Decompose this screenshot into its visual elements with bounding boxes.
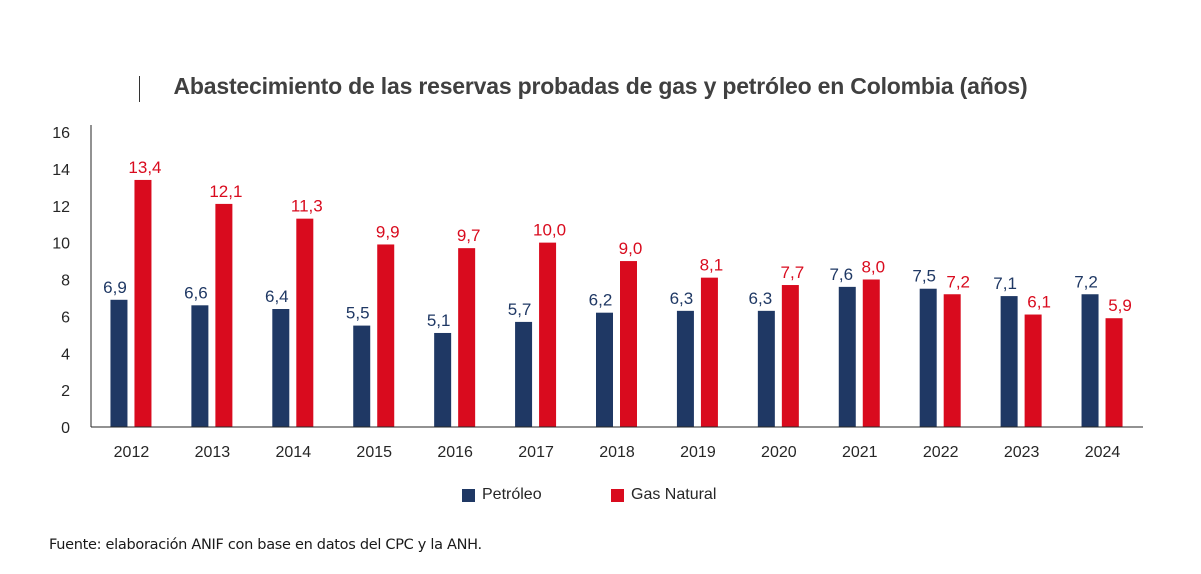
data-label-gas-natural-2012: 13,4 xyxy=(128,158,161,177)
x-tick-label: 2015 xyxy=(356,444,392,461)
y-tick-label: 12 xyxy=(52,199,70,216)
data-label-petroleo-2012: 6,9 xyxy=(103,278,127,297)
legend: Petróleo Gas Natural xyxy=(0,486,1201,508)
data-label-gas-natural-2018: 9,0 xyxy=(619,239,643,258)
bar-petroleo-2023 xyxy=(1000,296,1018,427)
y-tick-label: 10 xyxy=(52,236,70,253)
data-label-gas-natural-2017: 10,0 xyxy=(533,221,566,240)
bar-gas-natural-2012 xyxy=(134,179,152,427)
x-axis-ticks: 2012 2013 2014 2015 2016 2017 2018 2019 2020 2021… xyxy=(114,444,1121,461)
data-label-gas-natural-2024: 5,9 xyxy=(1108,296,1132,315)
chart-title: Abastecimiento de las reservas probadas … xyxy=(173,73,1028,99)
x-tick-label: 2019 xyxy=(680,444,716,461)
bar-gas-natural-2024 xyxy=(1105,318,1123,427)
bar-gas-natural-2023 xyxy=(1024,314,1042,427)
bar-gas-natural-2016 xyxy=(458,248,476,427)
bar-petroleo-2020 xyxy=(757,310,775,427)
bar-gas-natural-2018 xyxy=(620,261,637,427)
data-label-petroleo-2024: 7,2 xyxy=(1074,272,1098,291)
y-tick-label: 4 xyxy=(61,346,70,363)
x-tick-label: 2022 xyxy=(923,444,959,461)
legend-swatch-petroleo xyxy=(462,488,475,502)
data-label-gas-natural-2014: 11,3 xyxy=(291,197,323,216)
x-tick-label: 2013 xyxy=(195,444,231,461)
bar-petroleo-2018 xyxy=(596,312,613,427)
bar-gas-natural-2014 xyxy=(296,218,314,427)
bar-petroleo-2017 xyxy=(515,321,533,427)
data-label-gas-natural-2023: 6,1 xyxy=(1027,293,1051,312)
legend-label-petroleo: Petróleo xyxy=(482,486,542,503)
bar-petroleo-2019 xyxy=(676,310,694,427)
data-label-petroleo-2019: 6,3 xyxy=(670,289,694,308)
x-tick-label: 2023 xyxy=(1004,444,1040,461)
text-cursor xyxy=(139,76,140,102)
bar-petroleo-2014 xyxy=(272,309,290,427)
bar-petroleo-2022 xyxy=(919,288,937,427)
bar-gas-natural-2015 xyxy=(377,244,395,427)
data-label-petroleo-2015: 5,5 xyxy=(346,304,370,323)
bar-gas-natural-2022 xyxy=(943,294,961,427)
data-label-petroleo-2016: 5,1 xyxy=(427,311,451,330)
x-tick-label: 2024 xyxy=(1085,444,1121,461)
bars xyxy=(110,179,1123,427)
legend-label-gas-natural: Gas Natural xyxy=(631,486,717,503)
y-tick-label: 0 xyxy=(61,420,70,437)
bar-gas-natural-2019 xyxy=(700,277,718,427)
data-label-petroleo-2013: 6,6 xyxy=(184,283,208,302)
data-label-gas-natural-2015: 9,9 xyxy=(376,222,400,241)
data-label-gas-natural-2020: 7,7 xyxy=(781,263,805,282)
bar-petroleo-2021 xyxy=(838,286,856,427)
y-tick-label: 2 xyxy=(61,383,70,400)
x-tick-label: 2018 xyxy=(599,444,635,461)
bar-gas-natural-2013 xyxy=(215,203,233,427)
data-label-petroleo-2022: 7,5 xyxy=(912,267,936,286)
data-label-petroleo-2017: 5,7 xyxy=(508,300,532,319)
legend-item-petroleo: Petróleo xyxy=(462,486,542,504)
bar-petroleo-2013 xyxy=(191,305,209,427)
data-label-gas-natural-2021: 8,0 xyxy=(861,258,885,277)
data-label-petroleo-2020: 6,3 xyxy=(749,289,773,308)
bar-petroleo-2012 xyxy=(110,299,128,427)
legend-item-gas-natural: Gas Natural xyxy=(611,486,716,504)
bar-gas-natural-2021 xyxy=(862,279,880,427)
y-tick-label: 8 xyxy=(61,273,70,290)
bar-petroleo-2016 xyxy=(434,332,452,427)
bar-gas-natural-2020 xyxy=(781,285,799,427)
x-tick-label: 2020 xyxy=(761,444,797,461)
data-label-gas-natural-2016: 9,7 xyxy=(457,226,481,245)
x-tick-label: 2016 xyxy=(437,444,473,461)
y-tick-label: 6 xyxy=(61,309,70,326)
legend-swatch-gas-natural xyxy=(611,488,624,502)
source-note: Fuente: elaboración ANIF con base en dat… xyxy=(49,537,482,553)
x-tick-label: 2021 xyxy=(842,444,878,461)
x-tick-label: 2017 xyxy=(518,444,554,461)
y-tick-label: 16 xyxy=(52,125,70,142)
data-label-petroleo-2018: 6,2 xyxy=(589,291,613,310)
data-labels: 6,9 13,4 6,6 12,1 6,4 11,3 5,5 9,9 5,1 9,7 5,7 10,0… xyxy=(103,158,1132,330)
y-axis-ticks: 0 2 4 6 8 10 12 14 16 xyxy=(52,125,70,437)
data-label-gas-natural-2022: 7,2 xyxy=(946,272,970,291)
data-label-petroleo-2021: 7,6 xyxy=(829,265,853,284)
data-label-gas-natural-2013: 12,1 xyxy=(209,182,242,201)
bar-petroleo-2015 xyxy=(353,325,371,427)
bar-gas-natural-2017 xyxy=(539,242,557,427)
data-label-petroleo-2014: 6,4 xyxy=(265,287,289,306)
bar-petroleo-2024 xyxy=(1081,294,1099,427)
x-tick-label: 2012 xyxy=(114,444,150,461)
x-tick-label: 2014 xyxy=(276,444,312,461)
data-label-petroleo-2023: 7,1 xyxy=(993,274,1017,293)
y-tick-label: 14 xyxy=(52,162,70,179)
data-label-gas-natural-2019: 8,1 xyxy=(700,256,724,275)
